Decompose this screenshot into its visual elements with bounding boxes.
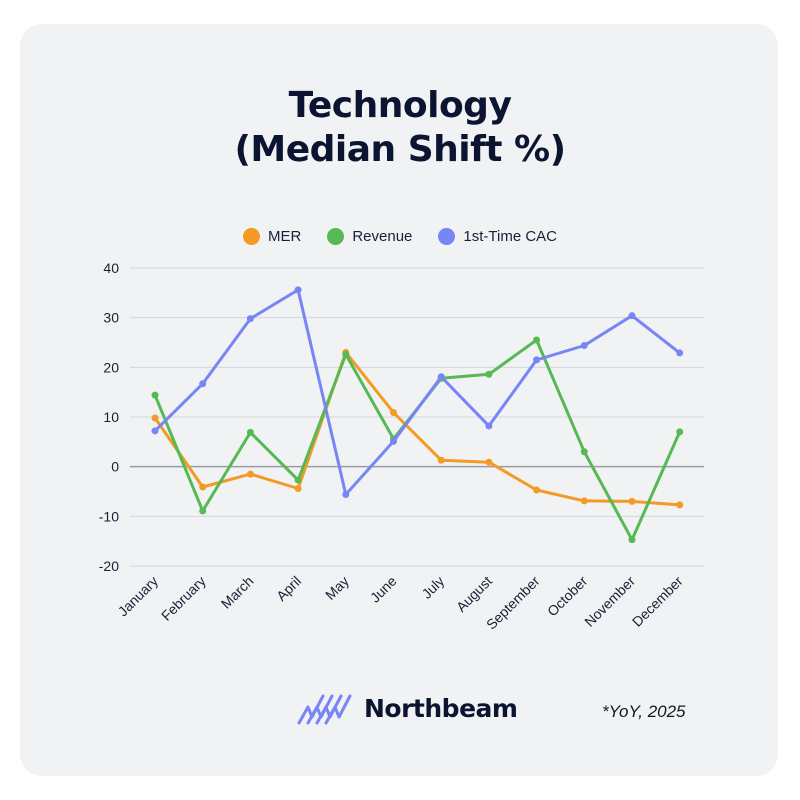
data-point-revenue [151,391,159,399]
data-point-1st-time-cac [294,286,302,294]
data-point-1st-time-cac [485,422,493,430]
legend: MER Revenue 1st-Time CAC [0,228,800,245]
x-tick-label: February [158,573,209,624]
data-point-mer [676,501,684,509]
data-point-mer [485,458,493,466]
x-tick-label: October [544,573,591,620]
data-point-revenue [676,428,684,436]
legend-swatch-cac [438,228,456,245]
series-line-revenue [153,338,682,542]
chart-title: Technology (Median Shift %) [0,84,800,172]
y-tick-label: 30 [103,310,119,326]
data-point-mer [628,497,636,505]
data-point-1st-time-cac [676,349,684,357]
data-point-mer [390,409,397,417]
data-point-1st-time-cac [342,490,350,498]
y-tick-label: -10 [99,508,119,524]
data-point-mer [151,414,159,422]
data-point-revenue [342,350,350,358]
chart-card [20,24,778,776]
data-point-revenue [294,476,302,484]
data-point-mer [580,497,588,505]
series-line-1st-time-cac [153,288,682,496]
x-tick-label: August [453,573,495,615]
x-tick-label: May [322,573,352,603]
data-point-1st-time-cac [390,437,397,445]
data-point-1st-time-cac [580,341,588,349]
x-tick-label: April [273,573,304,604]
y-tick-label: 20 [103,359,119,375]
data-point-revenue [533,336,541,344]
data-point-1st-time-cac [628,312,636,320]
data-point-revenue [485,370,493,378]
data-point-1st-time-cac [533,356,541,364]
legend-item-cac[interactable]: 1st-Time CAC [438,228,557,245]
data-point-mer [533,486,541,494]
brand-logo: Northbeam [296,690,518,726]
data-point-revenue [246,428,254,436]
legend-label-mer: MER [267,228,302,245]
data-point-revenue [628,536,636,544]
title-line-2: (Median Shift %) [234,129,566,170]
data-point-mer [294,485,302,493]
data-point-mer [199,483,207,491]
data-point-1st-time-cac [437,373,445,381]
x-tick-label: January [115,573,162,620]
series-line-mer [153,350,682,507]
x-tick-label: June [367,573,400,606]
footnote: *YoY, 2025 [602,702,686,721]
legend-swatch-mer [242,228,260,245]
data-point-mer [246,470,254,478]
x-tick-label: July [418,573,447,602]
y-tick-label: 10 [103,409,119,425]
x-tick-label: March [218,573,257,612]
legend-label-revenue: Revenue [352,228,413,245]
data-point-1st-time-cac [199,380,207,388]
data-point-revenue [199,507,207,515]
legend-label-cac: 1st-Time CAC [463,228,557,245]
legend-item-mer[interactable]: MER [242,228,302,245]
data-point-mer [437,456,445,464]
y-tick-label: -20 [99,558,119,574]
x-tick-label: December [629,573,686,630]
y-tick-label: 40 [103,260,119,276]
data-point-1st-time-cac [246,315,254,323]
northbeam-logo-icon [297,694,352,725]
title-line-1: Technology [288,85,512,126]
x-tick-label: November [581,573,638,630]
brand-name: Northbeam [364,693,518,723]
legend-swatch-revenue [327,228,345,245]
y-tick-label: 0 [111,459,119,475]
data-point-1st-time-cac [151,427,159,435]
legend-item-revenue[interactable]: Revenue [327,228,412,245]
data-point-revenue [580,448,588,456]
